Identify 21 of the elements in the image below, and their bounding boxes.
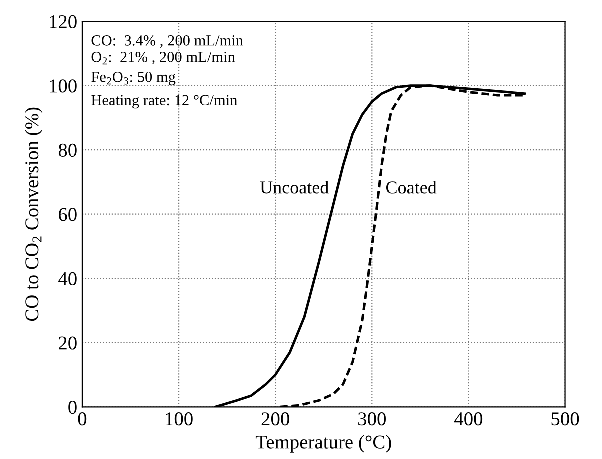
y-tick-label: 100 [50, 80, 77, 93]
y-tick-label: 120 [50, 15, 77, 29]
x-tick-label: 200 [262, 412, 290, 426]
annotation: CO: 3.4% , 200 mL/min [92, 36, 244, 48]
x-tick-label: 500 [552, 412, 580, 426]
x-axis-title: Temperature (°C) [256, 435, 392, 453]
annotation: Fe$_{2}$O$_{3}$: 50 mg [92, 72, 176, 86]
x-tick-label: 0 [78, 412, 87, 426]
y-tick-label: 60 [59, 208, 77, 222]
y-axis-title: CO to CO$_{2}$ Conversion (%) [25, 108, 43, 322]
series-label: Coated [386, 181, 437, 194]
y-tick-label: 80 [58, 144, 77, 158]
y-tick-label: 20 [59, 336, 77, 350]
x-tick-label: 100 [166, 412, 193, 426]
x-tick-label: 300 [358, 412, 386, 426]
y-tick-label: 0 [68, 400, 77, 414]
annotation: O$_{2}$: 21% , 200 mL/min [92, 52, 236, 65]
annotation: Heating rate: 12 °C/min [92, 95, 238, 109]
y-tick-label: 40 [58, 272, 77, 286]
x-tick-label: 400 [454, 412, 483, 426]
series-label: Uncoated [260, 181, 329, 194]
